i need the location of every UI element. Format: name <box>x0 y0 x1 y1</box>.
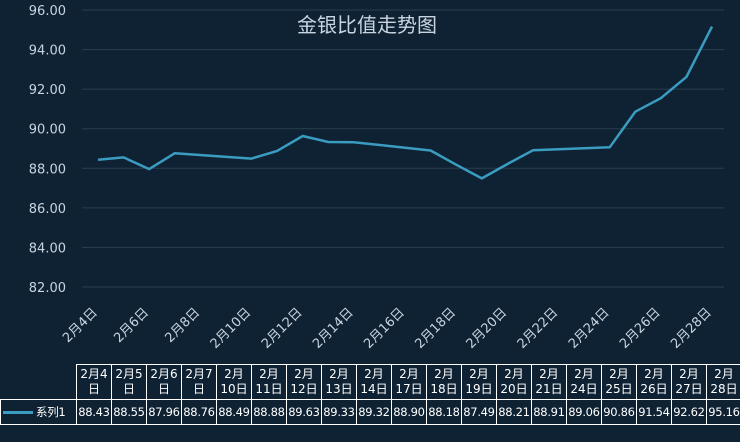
x-tick-label: 2月16日 <box>361 305 408 352</box>
data-table-value-cell: 88.76 <box>181 399 217 425</box>
y-tick-label: 94.00 <box>29 44 66 59</box>
data-table-header-cell: 2月 24日 <box>566 364 602 400</box>
grid-lines <box>82 9 724 288</box>
y-axis-tick-labels: 82.00 84.00 86.00 88.00 90.00 92.00 94.00 96.00 <box>29 4 66 296</box>
data-table-value-cell: 88.43 <box>76 399 112 425</box>
data-table-value-cell: 88.88 <box>251 399 287 425</box>
x-tick-label: 2月22日 <box>515 305 562 352</box>
data-table-value-cell: 95.16 <box>706 399 740 425</box>
x-tick-label: 2月26日 <box>617 305 664 352</box>
legend-entry: 系列1 <box>0 399 77 425</box>
data-table-header-cell: 2月 18日 <box>426 364 462 400</box>
data-table-header-cell: 2月 19日 <box>461 364 497 400</box>
data-table-header-cell: 2月 12日 <box>286 364 322 400</box>
y-tick-label: 82.00 <box>29 281 66 296</box>
y-tick-label: 92.00 <box>29 83 66 98</box>
data-table-corner <box>0 364 77 400</box>
chart-title: 金银比值走势图 <box>297 13 437 37</box>
data-table-header-cell: 2月 13日 <box>321 364 357 400</box>
y-tick-label: 88.00 <box>29 162 66 177</box>
y-tick-label: 86.00 <box>29 202 66 217</box>
x-tick-label: 2月12日 <box>259 305 306 352</box>
y-tick-label: 84.00 <box>29 241 66 256</box>
x-tick-label: 2月20日 <box>464 305 511 352</box>
data-table-header-cell: 2月 20日 <box>496 364 532 400</box>
data-table-header-cell: 2月 10日 <box>216 364 252 400</box>
data-table-value-cell: 89.63 <box>286 399 322 425</box>
data-table-header-cell: 2月 26日 <box>636 364 672 400</box>
data-table-header-cell: 2月 25日 <box>601 364 637 400</box>
x-tick-label: 2月24日 <box>566 305 613 352</box>
x-tick-label: 2月6日 <box>111 305 152 346</box>
data-table-header-cell: 2月7 日 <box>181 364 217 400</box>
y-tick-label: 96.00 <box>29 4 66 19</box>
legend-series-name: 系列1 <box>36 404 66 419</box>
data-table-header-row: 2月4 日 2月5 日 2月6 日 2月7 日 2月 10日 2月 11日 2月 12日 2月 13日 2月 14… <box>0 364 740 400</box>
data-table-value-cell: 88.91 <box>531 399 567 425</box>
data-table-value-cell: 92.62 <box>671 399 707 425</box>
x-tick-label: 2月28日 <box>668 305 715 352</box>
x-tick-label: 2月8日 <box>162 305 203 346</box>
data-table-header-cell: 2月 14日 <box>356 364 392 400</box>
y-tick-label: 90.00 <box>29 123 66 138</box>
data-table-value-cell: 88.18 <box>426 399 462 425</box>
data-table-header-cell: 2月 28日 <box>706 364 740 400</box>
x-tick-label: 2月10日 <box>208 305 255 352</box>
data-table-header-cell: 2月5 日 <box>111 364 147 400</box>
data-table-header-cell: 2月 27日 <box>671 364 707 400</box>
x-tick-label: 2月14日 <box>310 305 357 352</box>
data-table-value-cell: 90.86 <box>601 399 637 425</box>
data-table-value-cell: 87.49 <box>461 399 497 425</box>
data-table-value-cell: 87.96 <box>146 399 182 425</box>
data-table-header-cell: 2月 17日 <box>391 364 427 400</box>
series-line <box>97 26 714 180</box>
data-table-header-cell: 2月 21日 <box>531 364 567 400</box>
x-axis-tick-labels: 2月4日 2月6日 2月8日 2月10日 2月12日 2月14日 2月16日 2月18日 2月2… <box>60 305 715 352</box>
data-table-value-cell: 89.32 <box>356 399 392 425</box>
data-table-value-cell: 89.33 <box>321 399 357 425</box>
x-tick-label: 2月4日 <box>60 305 101 346</box>
data-table-value-cell: 88.49 <box>216 399 252 425</box>
data-table-value-cell: 88.21 <box>496 399 532 425</box>
data-table-value-cell: 91.54 <box>636 399 672 425</box>
legend-line-key <box>3 410 33 414</box>
data-table: 2月4 日 2月5 日 2月6 日 2月7 日 2月 10日 2月 11日 2月 12日 2月 13日 2月 14… <box>0 364 740 425</box>
data-table-series-row: 系列1 88.43 88.55 87.96 88.76 88.49 88.88 89.63 8… <box>0 399 740 425</box>
x-tick-label: 2月18日 <box>412 305 459 352</box>
data-table-header-cell: 2月6 日 <box>146 364 182 400</box>
data-table-header-cell: 2月4 日 <box>76 364 112 400</box>
data-table-value-cell: 88.90 <box>391 399 427 425</box>
data-table-header-cell: 2月 11日 <box>251 364 287 400</box>
series-lines <box>97 26 714 180</box>
data-table-value-cell: 89.06 <box>566 399 602 425</box>
data-table-value-cell: 88.55 <box>111 399 147 425</box>
